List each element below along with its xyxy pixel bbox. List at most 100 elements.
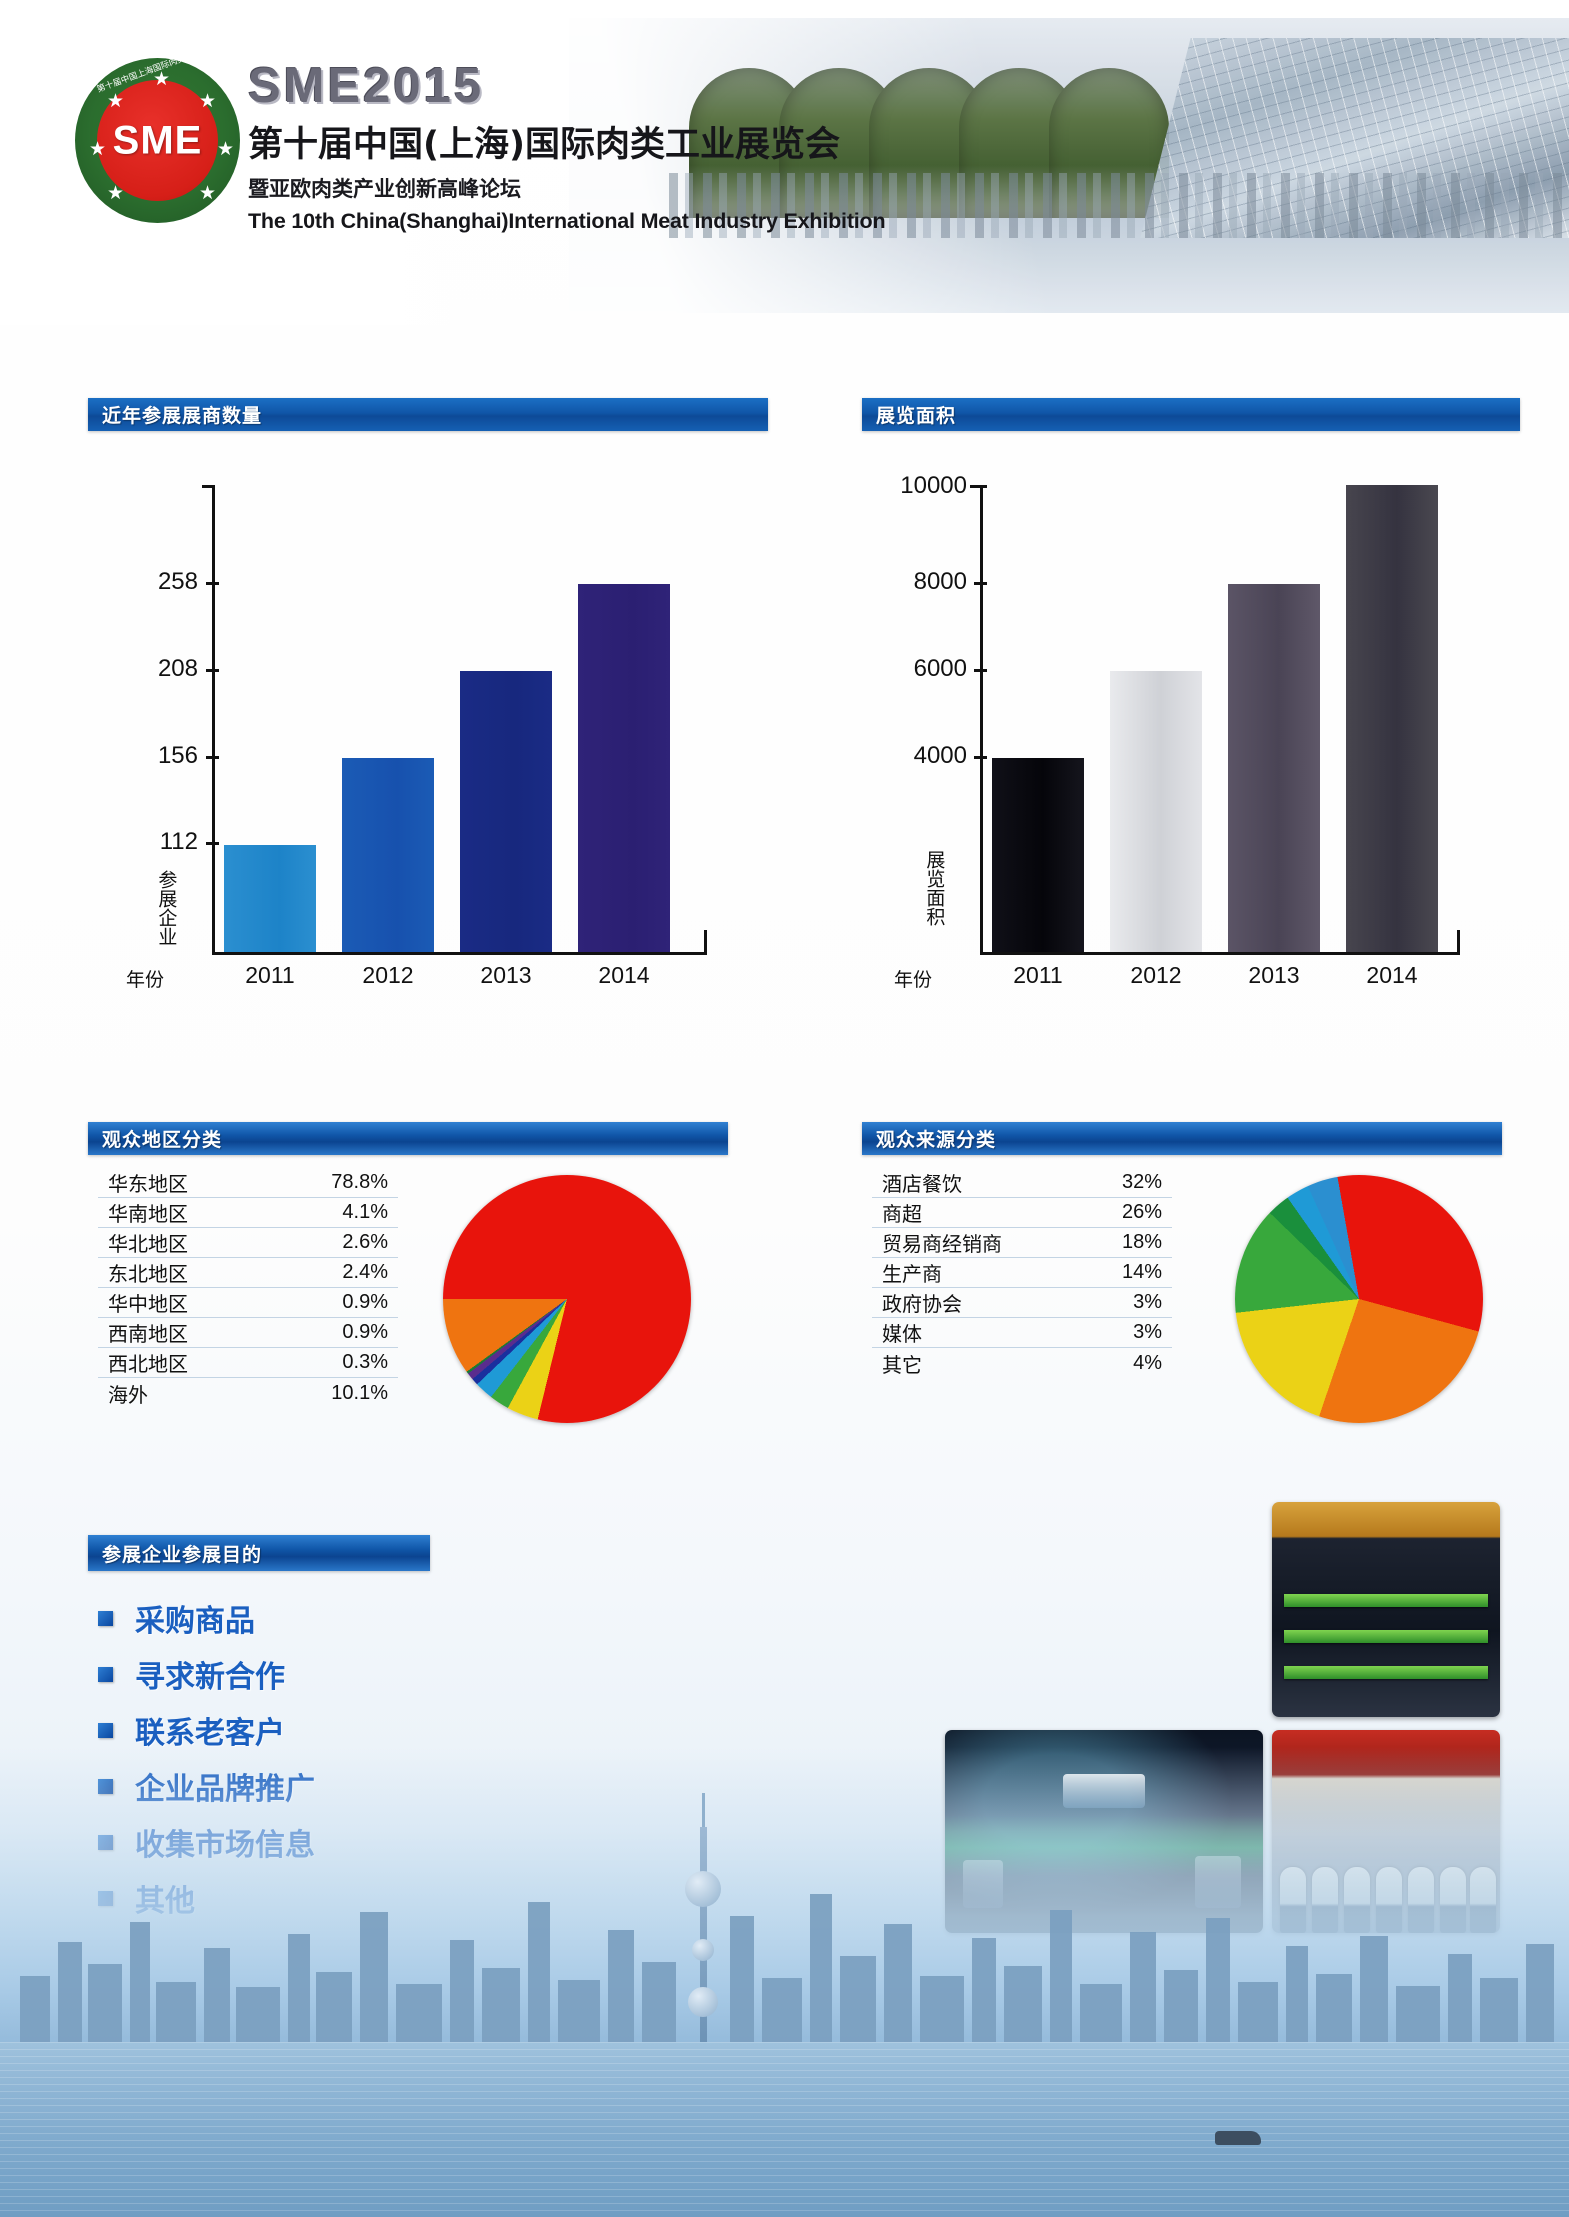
header-title-cn: 第十届中国(上海)国际肉类工业展览会 xyxy=(248,125,840,165)
region-value: 78.8% xyxy=(331,1171,388,1193)
source-value: 3% xyxy=(1133,1321,1162,1343)
header-sme-year: SME2015 xyxy=(248,59,485,113)
yaxis-label-area: 展览面积 xyxy=(923,850,946,926)
ytick-exhibitors-1: 156 xyxy=(157,742,198,769)
table-row: 华南地区 4.1% xyxy=(98,1198,398,1228)
table-row: 西南地区 0.9% xyxy=(98,1318,398,1348)
xtick-area-0: 2011 xyxy=(1013,962,1063,988)
table-row: 政府协会 3% xyxy=(872,1288,1172,1318)
chart-exhibitors: 258 208 156 112 参展企业 年份 2011 2012 2013 2… xyxy=(88,450,768,1010)
section-title-purpose: 参展企业参展目的 xyxy=(102,1543,263,1566)
source-label: 商超 xyxy=(882,1202,922,1226)
section-bar-visitor-source: 观众来源分类 xyxy=(862,1122,1502,1155)
bar-area-2012 xyxy=(1110,671,1202,952)
table-row: 媒体 3% xyxy=(872,1318,1172,1348)
source-label: 生产商 xyxy=(882,1262,942,1286)
section-bar-purpose: 参展企业参展目的 xyxy=(88,1535,430,1571)
ytick-exhibitors-0: 112 xyxy=(159,828,198,855)
region-value: 0.9% xyxy=(342,1291,388,1313)
region-value: 2.4% xyxy=(342,1261,388,1283)
table-row: 华中地区 0.9% xyxy=(98,1288,398,1318)
bar-exhibitors-2014 xyxy=(578,584,670,952)
shanghai-skyline-footer xyxy=(0,1747,1569,2217)
ytick-area-0: 4000 xyxy=(913,742,967,769)
section-title-visitor-source: 观众来源分类 xyxy=(876,1129,997,1151)
table-row: 商超 26% xyxy=(872,1198,1172,1228)
ytick-exhibitors-2: 208 xyxy=(157,655,198,682)
boat-icon xyxy=(1215,2131,1261,2145)
chart-area: 10000 8000 6000 4000 展览面积 年份 2011 2012 2… xyxy=(862,450,1520,1010)
header-subtitle-cn: 暨亚欧肉类产业创新高峰论坛 xyxy=(248,177,521,201)
section-bar-area: 展览面积 xyxy=(862,398,1520,431)
xtick-area-1: 2012 xyxy=(1130,962,1182,988)
ytick-area-3: 10000 xyxy=(900,472,967,499)
logo-wordmark: SME xyxy=(112,118,203,162)
table-visitor-source: 酒店餐饮 32% 商超 26% 贸易商经销商 18% 生产商 14% 政府协会 … xyxy=(872,1168,1172,1378)
table-row: 东北地区 2.4% xyxy=(98,1258,398,1288)
table-row: 华东地区 78.8% xyxy=(98,1168,398,1198)
region-value: 2.6% xyxy=(342,1231,388,1253)
bar-area-2013 xyxy=(1228,584,1320,952)
yaxis-label-exhibitors: 参展企业 xyxy=(155,870,178,946)
source-label: 其它 xyxy=(882,1352,922,1377)
purpose-label: 寻求新合作 xyxy=(135,1660,285,1695)
region-value: 0.3% xyxy=(342,1351,388,1373)
table-row: 华北地区 2.6% xyxy=(98,1228,398,1258)
ytick-area-2: 8000 xyxy=(913,568,967,595)
huangpu-river xyxy=(0,2042,1569,2217)
section-title-exhibitors: 近年参展展商数量 xyxy=(102,405,263,427)
section-title-area: 展览面积 xyxy=(876,405,957,427)
xtick-exhibitors-2: 2013 xyxy=(480,962,532,988)
section-title-visitor-region: 观众地区分类 xyxy=(102,1129,223,1151)
pie-chart-visitor-source xyxy=(1235,1175,1483,1423)
bar-exhibitors-2011 xyxy=(224,845,316,952)
region-label: 华中地区 xyxy=(108,1292,188,1316)
region-value: 0.9% xyxy=(342,1321,388,1343)
source-label: 媒体 xyxy=(882,1322,922,1346)
table-row: 海外 10.1% xyxy=(98,1378,398,1408)
table-visitor-region: 华东地区 78.8% 华南地区 4.1% 华北地区 2.6% 东北地区 2.4%… xyxy=(98,1168,398,1408)
table-row: 酒店餐饮 32% xyxy=(872,1168,1172,1198)
region-label: 海外 xyxy=(108,1382,148,1407)
table-row: 贸易商经销商 18% xyxy=(872,1228,1172,1258)
square-bullet-icon xyxy=(98,1722,113,1738)
source-value: 4% xyxy=(1133,1351,1162,1374)
source-value: 14% xyxy=(1121,1261,1162,1283)
region-label: 华东地区 xyxy=(108,1172,188,1196)
sme-logo: SME ★ ★ ★ ★ ★ ★ ★ 第十届中国上海国际肉类工业展览会 xyxy=(75,38,240,223)
purpose-label: 采购商品 xyxy=(135,1604,255,1639)
region-label: 华北地区 xyxy=(108,1232,188,1256)
source-value: 32% xyxy=(1121,1171,1162,1193)
list-item: 寻求新合作 xyxy=(98,1646,315,1702)
purpose-label: 联系老客户 xyxy=(135,1716,285,1751)
exhibition-hall-illustration xyxy=(669,38,1569,238)
source-value: 18% xyxy=(1121,1231,1162,1253)
xtick-exhibitors-3: 2014 xyxy=(598,962,650,988)
xtick-exhibitors-0: 2011 xyxy=(245,962,295,988)
source-label: 政府协会 xyxy=(882,1292,962,1316)
list-item: 采购商品 xyxy=(98,1590,315,1646)
ytick-exhibitors-3: 258 xyxy=(157,568,198,595)
region-label: 西北地区 xyxy=(108,1352,188,1376)
square-bullet-icon xyxy=(98,1666,113,1682)
bar-exhibitors-2012 xyxy=(342,758,434,952)
xtick-area-2: 2013 xyxy=(1248,962,1300,988)
source-value: 26% xyxy=(1121,1201,1162,1223)
square-bullet-icon xyxy=(98,1610,113,1626)
region-value: 10.1% xyxy=(331,1381,388,1404)
photo-booth xyxy=(1272,1502,1500,1717)
bar-area-2014 xyxy=(1346,485,1438,952)
xaxis-label-area: 年份 xyxy=(894,969,933,991)
bar-area-2011 xyxy=(992,758,1084,952)
source-label: 贸易商经销商 xyxy=(882,1232,1002,1256)
bar-exhibitors-2013 xyxy=(460,671,552,952)
header-title-en: The 10th China(Shanghai)International Me… xyxy=(248,209,886,233)
ytick-area-1: 6000 xyxy=(913,655,967,682)
table-row: 其它 4% xyxy=(872,1348,1172,1378)
poster-header: SME ★ ★ ★ ★ ★ ★ ★ 第十届中国上海国际肉类工业展览会 SME20… xyxy=(0,0,1569,325)
region-value: 4.1% xyxy=(342,1201,388,1223)
header-title-block: SME2015 第十届中国(上海)国际肉类工业展览会 暨亚欧肉类产业创新高峰论坛… xyxy=(248,58,886,234)
xtick-exhibitors-1: 2012 xyxy=(362,962,414,988)
list-item: 联系老客户 xyxy=(98,1702,315,1758)
table-row: 西北地区 0.3% xyxy=(98,1348,398,1378)
